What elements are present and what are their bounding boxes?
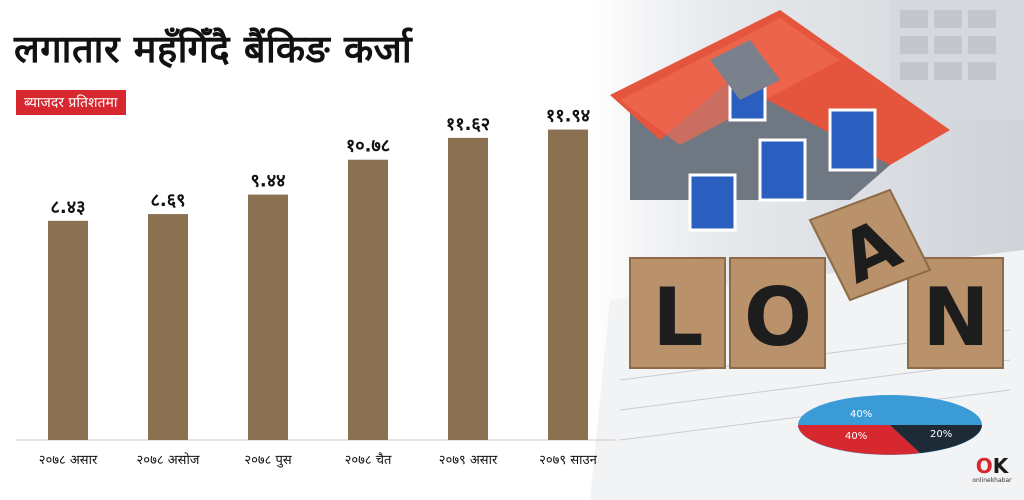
block-letter-o: O — [744, 271, 812, 364]
value-label-2: ९.४४ — [251, 171, 286, 192]
value-label-3: १०.७८ — [346, 136, 390, 157]
bar-0 — [48, 220, 88, 440]
block-letter-n: N — [923, 271, 990, 364]
pie-label-3: 20% — [930, 429, 952, 440]
category-label-4: २०७९ असार — [439, 453, 498, 468]
logo-text: onlinekhabar — [972, 477, 1012, 484]
loan-photo: L O A N 40% 40% 20% — [590, 0, 1024, 500]
value-label-4: ११.६२ — [446, 114, 490, 135]
onlinekhabar-logo: OK onlinekhabar — [970, 455, 1014, 493]
pie-label-1: 40% — [850, 409, 872, 420]
value-label-1: ८.६९ — [151, 190, 186, 211]
bar-3 — [348, 159, 388, 440]
block-letter-l: L — [653, 271, 704, 364]
chart-title: लगातार महँगिँदै बैंकिङ कर्जा — [14, 27, 413, 71]
category-label-1: २०७८ असोज — [137, 452, 200, 468]
value-label-0: ८.४३ — [51, 197, 86, 218]
bar-2 — [248, 194, 288, 440]
category-label-0: २०७८ असार — [39, 453, 98, 468]
bar-chart: ८.४३ २०७८ असार ८.६९ २०७८ असोज ९.४४ २०७८ पुस १०… — [16, 106, 615, 468]
category-label-5: २०७९ साउन — [539, 453, 597, 468]
bar-1 — [148, 214, 188, 440]
value-label-5: ११.९४ — [546, 106, 590, 127]
bar-4 — [448, 137, 488, 440]
logo-mark: OK — [975, 454, 1009, 478]
category-label-3: २०७८ चैत — [345, 452, 392, 468]
chart-subtitle: ब्याजदर प्रतिशतमा — [16, 90, 126, 115]
bar-5 — [548, 129, 588, 440]
category-label-2: २०७८ पुस — [244, 453, 292, 468]
pie-label-2: 40% — [845, 431, 867, 442]
